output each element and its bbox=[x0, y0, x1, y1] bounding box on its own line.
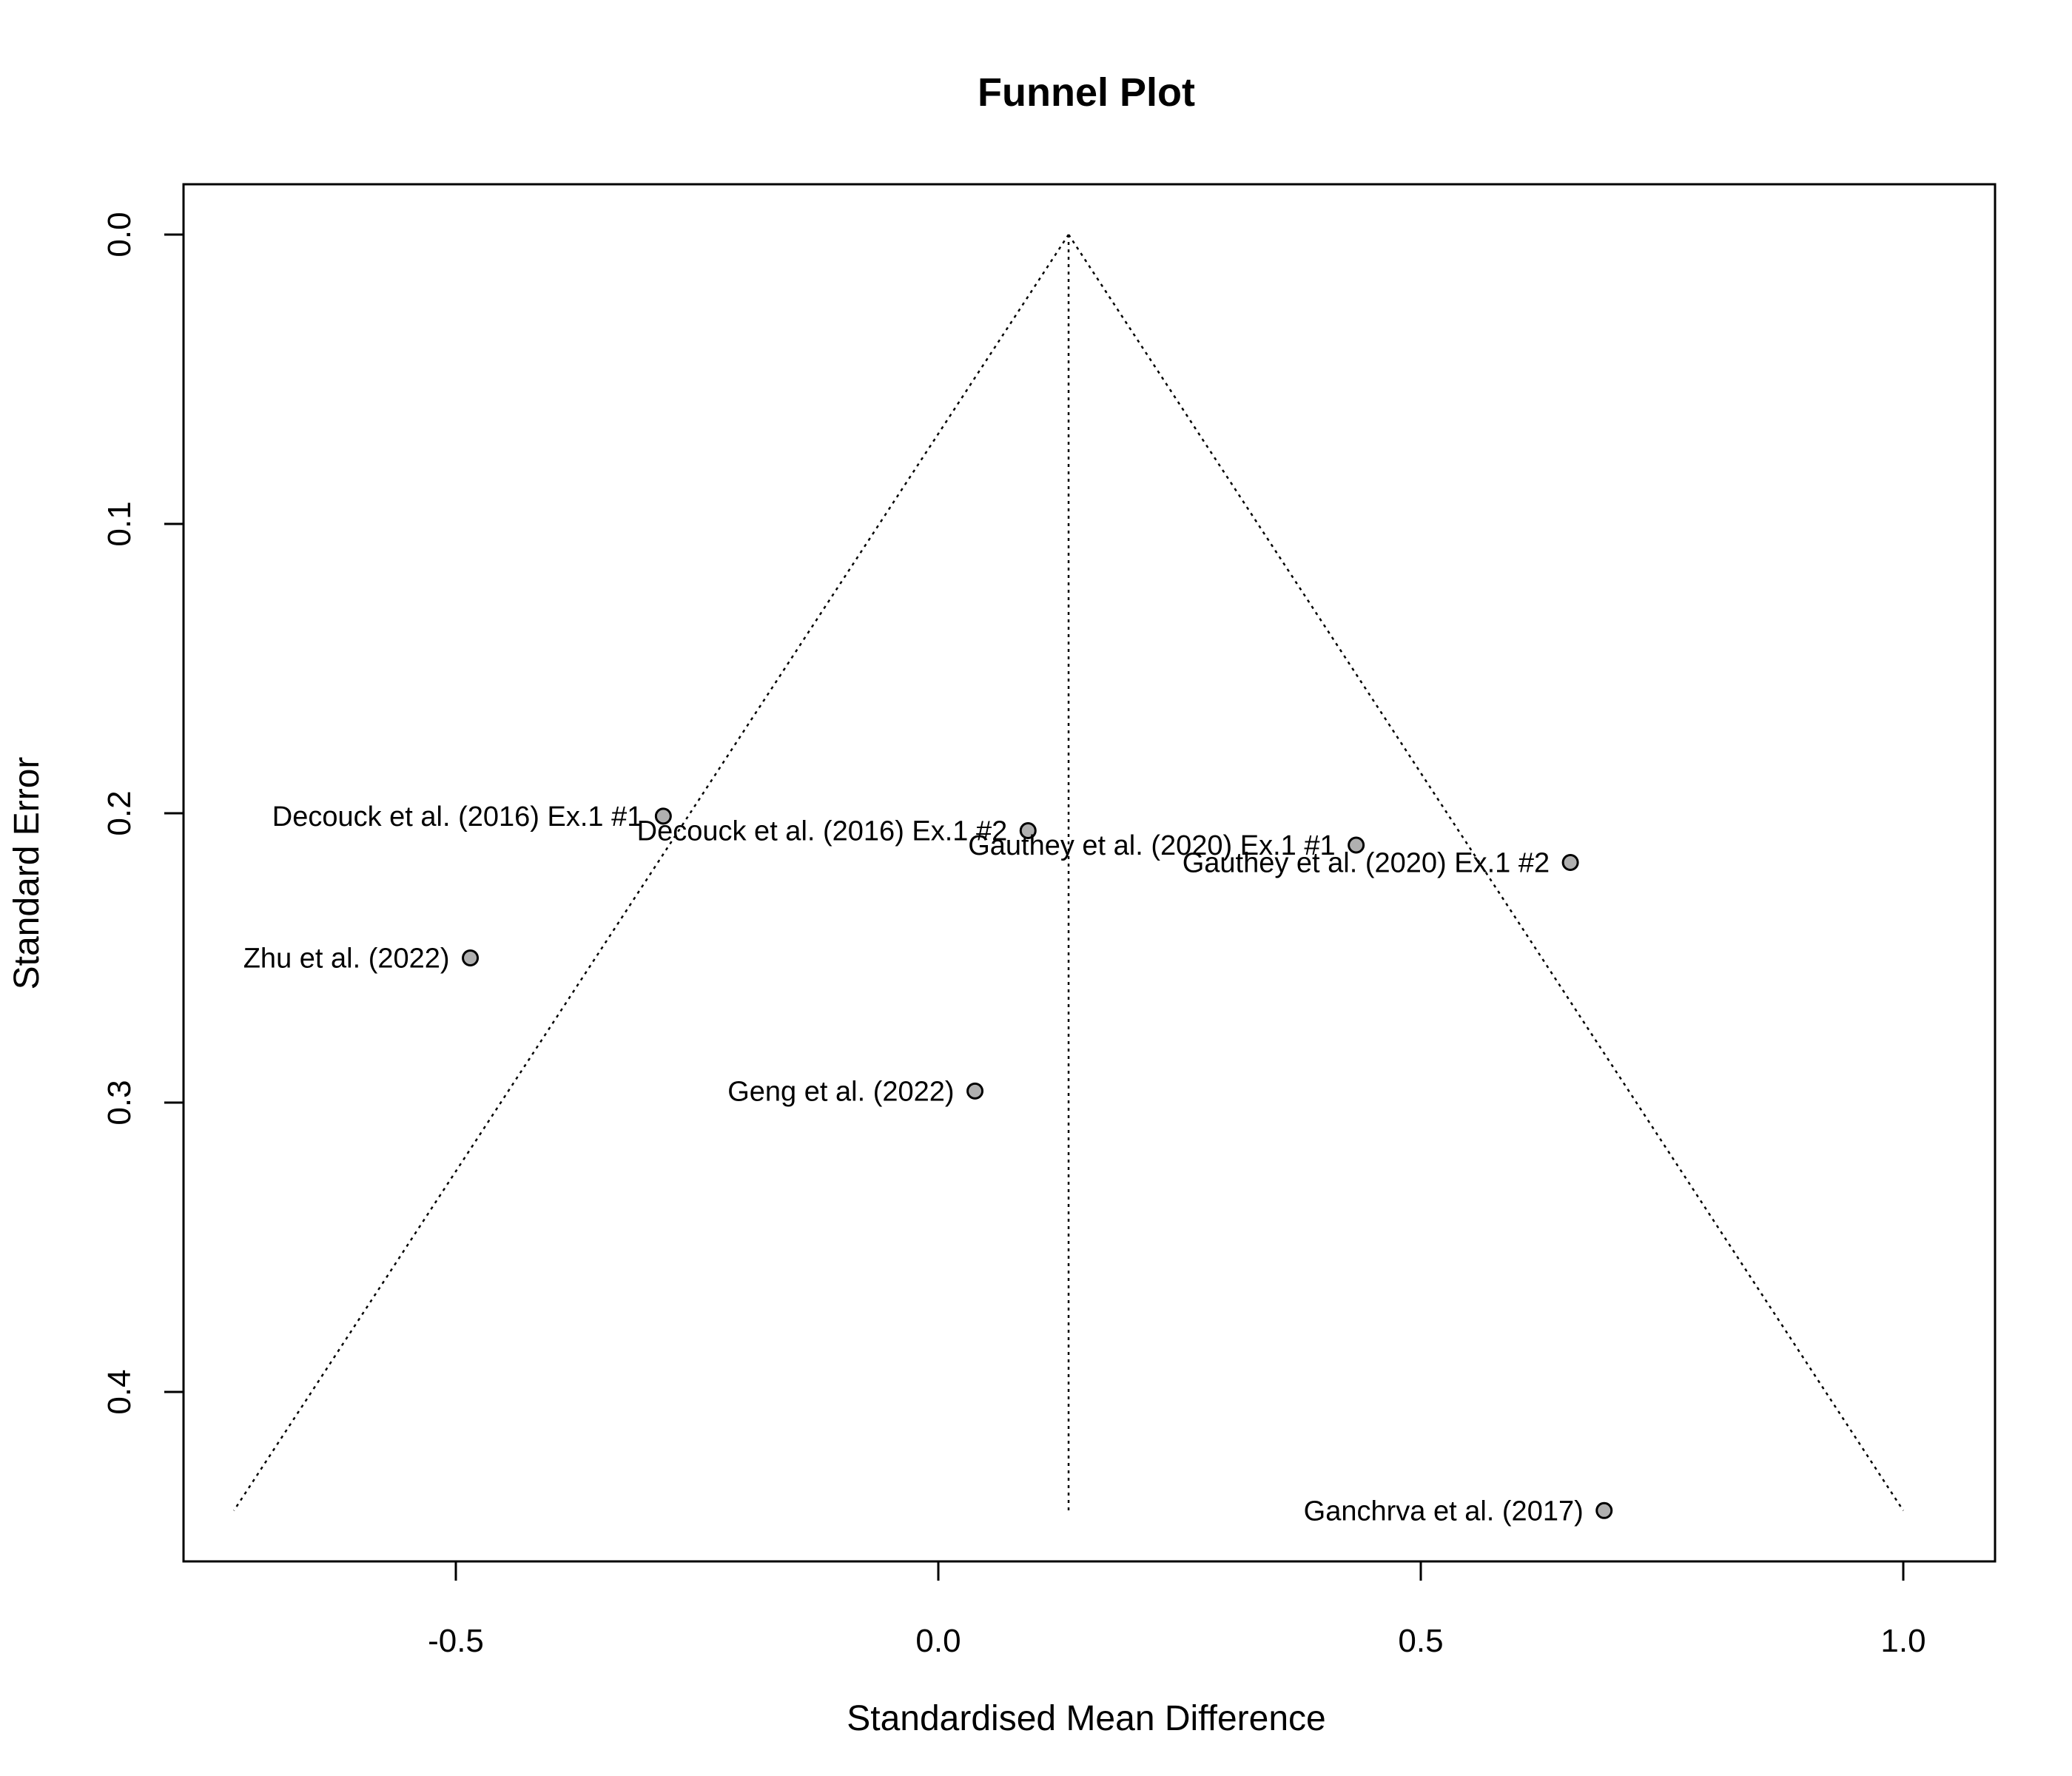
y-tick-label: 0.2 bbox=[101, 790, 138, 835]
data-point bbox=[966, 1082, 984, 1100]
funnel-left-line bbox=[233, 234, 1070, 1511]
funnel-right-line bbox=[1067, 234, 1905, 1511]
y-axis: 0.0 0.1 0.2 0.3 0.4 bbox=[101, 212, 185, 1415]
data-point bbox=[462, 949, 480, 966]
data-point bbox=[1019, 821, 1037, 839]
plot-frame bbox=[182, 183, 1997, 1563]
y-tick-label: 0.4 bbox=[101, 1369, 138, 1414]
point-label: Zhu et al. (2022) bbox=[243, 944, 450, 975]
x-tick-label: 0.5 bbox=[1398, 1623, 1443, 1659]
point-label: Decouck et al. (2016) Ex.1 #2 bbox=[637, 815, 1008, 847]
point-label: Gauthey et al. (2020) Ex.1 #2 bbox=[1183, 847, 1550, 878]
funnel-lines bbox=[233, 234, 1905, 1511]
x-axis-title: Standardised Mean Difference bbox=[847, 1699, 1326, 1738]
point-label: Gauthey et al. (2020) Ex.1 #1 bbox=[968, 830, 1335, 861]
y-tick-label: 0.1 bbox=[101, 501, 138, 546]
point-label: Geng et al. (2022) bbox=[727, 1076, 954, 1107]
x-tick-label: -0.5 bbox=[428, 1623, 484, 1659]
data-point bbox=[654, 807, 672, 825]
x-tick-label: 0.0 bbox=[915, 1623, 961, 1659]
data-point bbox=[1595, 1501, 1613, 1519]
data-point bbox=[1561, 853, 1579, 871]
y-tick-label: 0.3 bbox=[101, 1080, 138, 1125]
point-label: Ganchrva et al. (2017) bbox=[1304, 1496, 1584, 1527]
x-axis: -0.5 0.0 0.5 1.0 bbox=[428, 1560, 1926, 1659]
x-tick-label: 1.0 bbox=[1880, 1623, 1925, 1659]
y-tick-label: 0.0 bbox=[101, 212, 138, 257]
y-axis-title: Standard Error bbox=[7, 757, 47, 990]
chart-title: Funnel Plot bbox=[978, 70, 1195, 115]
data-point bbox=[1348, 836, 1365, 854]
point-label: Decouck et al. (2016) Ex.1 #1 bbox=[272, 801, 643, 832]
